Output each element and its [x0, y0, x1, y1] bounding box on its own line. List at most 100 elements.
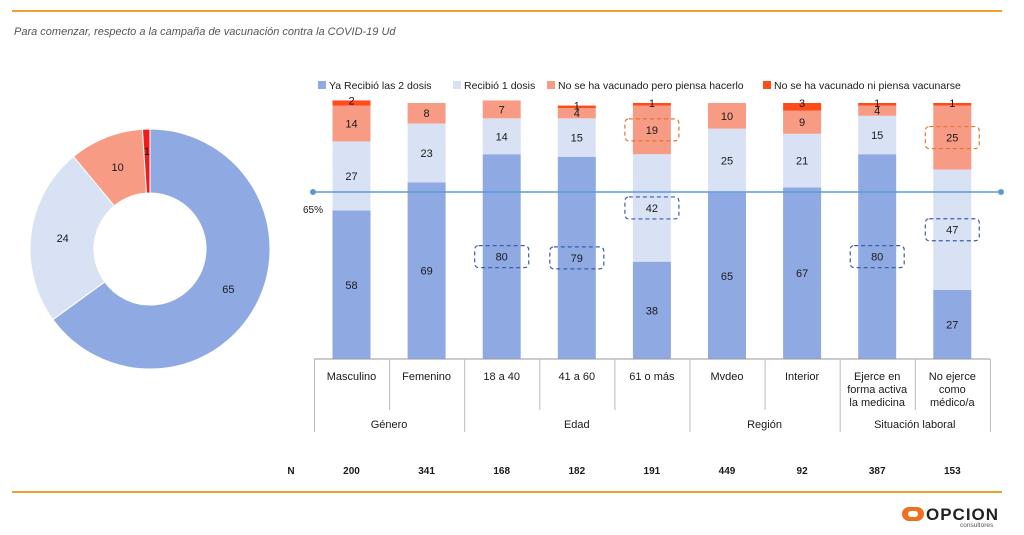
- highlight-box: [849, 245, 905, 269]
- bar-segment: [632, 105, 671, 155]
- bar-segment: [708, 192, 746, 359]
- category-label: Interior: [785, 371, 820, 383]
- category-label: Ejerce en: [854, 371, 900, 383]
- bar-value-label: 27: [345, 171, 357, 183]
- bar-segment: [557, 105, 596, 109]
- bar-value-label: 19: [646, 125, 658, 137]
- bar-value-label: 1: [649, 98, 655, 110]
- donut-chart: 65 24 10 1: [29, 128, 271, 370]
- bar-segment: [632, 154, 671, 262]
- n-value: 200: [343, 466, 360, 477]
- bar-value-label: 10: [721, 111, 733, 123]
- bar-segment: [933, 105, 972, 170]
- bar-value-label: 8: [424, 108, 430, 120]
- legend-swatch: [318, 81, 326, 89]
- page-subtitle: Para comenzar, respecto a la campaña de …: [14, 26, 396, 38]
- highlight-box: [624, 118, 680, 142]
- bar-segment: [783, 187, 822, 359]
- highlight-box: [924, 218, 980, 242]
- sample-size-row: N 200 341 168 182 191 449 92 387 153: [287, 466, 961, 477]
- bar-segment: [557, 108, 596, 119]
- bar-segment: [858, 103, 897, 106]
- donut-slice-label: 10: [111, 162, 123, 174]
- highlight-box: [474, 245, 530, 269]
- bar-value-label: 25: [946, 133, 958, 145]
- bar-value-label: 42: [646, 203, 658, 215]
- category-label: Masculino: [327, 371, 377, 383]
- donut-slice: [52, 128, 271, 370]
- category-label: 61 o más: [629, 371, 675, 383]
- n-value: 191: [644, 466, 661, 477]
- bar-value-label: 4: [874, 106, 880, 118]
- category-label: 41 a 60: [558, 371, 595, 383]
- highlight-box: [924, 125, 980, 150]
- bar-segment: [407, 182, 446, 359]
- donut-slice-label: 1: [144, 146, 150, 158]
- bar-segment: [557, 118, 596, 157]
- bar-segment: [632, 103, 671, 106]
- bar-segment: [708, 103, 746, 129]
- category-label: médico/a: [930, 397, 976, 409]
- bar-value-label: 4: [574, 108, 580, 120]
- reference-line: 65%: [303, 189, 1004, 216]
- bar-value-label: 38: [646, 305, 658, 317]
- bar-value-label: 21: [796, 156, 808, 168]
- bar-segment: [332, 210, 371, 359]
- reference-line-marker: [310, 189, 316, 195]
- bar-value-label: 80: [496, 252, 508, 264]
- bar-value-label: 79: [571, 253, 583, 265]
- bar-segment: [482, 118, 521, 155]
- bar-segment: [557, 156, 596, 359]
- bar-segment: [933, 169, 972, 290]
- bar-segment: [632, 261, 671, 359]
- bar-value-label: 9: [799, 117, 805, 129]
- group-label: Región: [747, 419, 782, 431]
- bar-value-label: 15: [871, 130, 883, 142]
- group-label: Género: [371, 419, 408, 431]
- bar-value-label: 3: [799, 98, 805, 110]
- bar-value-label: 15: [571, 133, 583, 145]
- bar-value-label: 65: [721, 271, 733, 283]
- category-label: Femenino: [402, 371, 451, 383]
- legend-swatch: [453, 81, 461, 89]
- category-label: Mvdeo: [710, 371, 743, 383]
- n-value: 92: [797, 466, 809, 477]
- n-value: 449: [719, 466, 736, 477]
- reference-line-label: 65%: [303, 205, 323, 216]
- group-label: Situación laboral: [874, 419, 955, 431]
- opcion-logo: OPCION consultores: [900, 505, 998, 531]
- bottom-rule: [12, 491, 1002, 493]
- logo-mark-icon: [902, 507, 924, 521]
- bar-value-label: 2: [348, 95, 354, 107]
- chart-legend: Ya Recibió las 2 dosis Recibió 1 dosis No …: [318, 80, 961, 92]
- bar-segment: [332, 100, 371, 106]
- category-label: como: [939, 384, 966, 396]
- legend-label: No se ha vacunado ni piensa vacunarse: [774, 80, 961, 92]
- bar-segment: [708, 128, 746, 193]
- reference-line-marker: [998, 189, 1004, 195]
- bar-value-label: 1: [949, 98, 955, 110]
- bar-value-label: 14: [345, 118, 357, 130]
- donut-slice: [29, 155, 116, 321]
- bar-segment: [332, 105, 371, 142]
- bar-value-label: 67: [796, 268, 808, 280]
- bar-value-label: 80: [871, 252, 883, 264]
- bar-segment: [858, 105, 897, 116]
- bar-segment: [783, 133, 822, 188]
- donut-slice-label: 65: [222, 284, 234, 296]
- bar-value-label: 58: [345, 280, 357, 292]
- legend-label: Recibió 1 dosis: [464, 80, 535, 92]
- donut-slice: [141, 128, 151, 194]
- highlight-box: [549, 246, 605, 270]
- bar-segment: [933, 289, 972, 359]
- category-label: forma activa: [847, 384, 908, 396]
- bar-value-label: 1: [574, 101, 580, 113]
- bar-value-label: 69: [420, 266, 432, 278]
- category-label: la medicina: [849, 397, 906, 409]
- top-rule: [12, 10, 1002, 12]
- bar-segment: [407, 123, 446, 183]
- donut-slice-label: 24: [57, 233, 69, 245]
- bar-value-label: 27: [946, 319, 958, 331]
- n-row-label: N: [287, 466, 294, 477]
- bar-segment: [482, 154, 521, 359]
